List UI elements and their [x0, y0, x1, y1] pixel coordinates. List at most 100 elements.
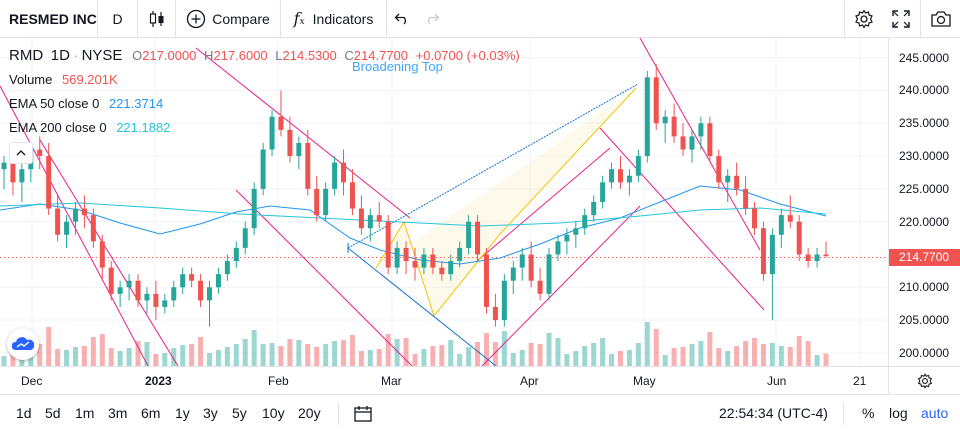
settings-button[interactable]	[844, 0, 883, 38]
volume-bar	[752, 338, 758, 366]
candle-body	[224, 261, 230, 275]
volume-bar	[439, 345, 445, 366]
volume-bar	[278, 346, 284, 366]
high-value: 217.6000	[213, 48, 268, 63]
candle-body	[609, 169, 615, 183]
candle-body	[537, 280, 543, 294]
volume-bar	[367, 350, 373, 366]
fullscreen-button[interactable]	[882, 0, 920, 38]
candle-body	[269, 116, 275, 150]
candle-body	[707, 123, 713, 157]
candle-body	[189, 274, 195, 281]
volume-bar	[725, 351, 731, 366]
goto-date-button[interactable]	[354, 405, 372, 425]
bottom-toolbar: 1d 5d 1m 3m 6m 1y 3y 5y 10y 20y 22:54:34…	[0, 394, 960, 433]
candle-body	[251, 188, 257, 229]
candle-body	[680, 136, 686, 150]
legend-ema200-row[interactable]: EMA 200 close 0 221.1882	[9, 120, 170, 135]
candle-body	[323, 188, 329, 216]
price-tick: 230.0000	[899, 149, 950, 164]
volume-bar	[108, 348, 114, 366]
range-20y[interactable]: 20y	[298, 405, 321, 421]
interval-button[interactable]: D	[98, 0, 138, 38]
candle-body	[555, 241, 561, 255]
range-6m[interactable]: 6m	[141, 405, 161, 421]
volume-bar	[117, 351, 123, 366]
price-axis[interactable]: 245.0000 240.0000 235.0000 230.0000 225.0000…	[888, 38, 960, 366]
candle-body	[421, 254, 427, 268]
range-3y[interactable]: 3y	[203, 405, 218, 421]
time-axis[interactable]: Dec 2023 Feb Mar Apr May Jun 21	[0, 366, 888, 394]
candles	[1, 64, 829, 327]
range-1d[interactable]: 1d	[16, 405, 32, 421]
volume-bar	[466, 347, 472, 366]
trendline-5	[639, 38, 761, 251]
price-chart[interactable]: Broadening Top	[0, 38, 888, 366]
symbol-search[interactable]: RESMED INC	[0, 0, 98, 38]
compare-button[interactable]: Compare	[176, 0, 281, 38]
candle-body	[394, 247, 400, 268]
legend-symbol[interactable]: RMD	[9, 47, 44, 64]
tradingview-logo-button[interactable]	[7, 328, 39, 360]
snapshot-button[interactable]	[920, 0, 960, 38]
current-price-value: 214.7700	[899, 250, 950, 264]
log-toggle[interactable]: log	[889, 405, 908, 421]
range-1m[interactable]: 1m	[75, 405, 95, 421]
range-10y[interactable]: 10y	[262, 405, 285, 421]
ema200-label: EMA 200 close 0	[9, 120, 107, 135]
trendline-1	[39, 139, 179, 366]
trendline-2	[0, 85, 149, 366]
pattern-label: Broadening Top	[352, 59, 443, 74]
trendline-7	[481, 205, 641, 366]
candle-body	[126, 280, 132, 288]
candle-body	[662, 116, 668, 124]
indicators-button[interactable]: 𝑓x Indicators	[281, 0, 387, 38]
candle-body	[752, 208, 758, 229]
percent-toggle[interactable]: %	[862, 405, 875, 421]
candle-body	[341, 162, 347, 183]
range-5y[interactable]: 5y	[232, 405, 247, 421]
high-label: H	[204, 48, 214, 63]
candle-body	[528, 254, 534, 281]
chart-type-button[interactable]	[138, 0, 176, 38]
price-tick: 235.0000	[899, 116, 950, 131]
redo-icon[interactable]	[424, 12, 440, 26]
candle-body	[403, 247, 409, 262]
time-label-dec: Dec	[21, 374, 43, 388]
collapse-legend-button[interactable]	[9, 142, 33, 164]
candle-body	[412, 261, 418, 268]
candle-body	[564, 234, 570, 242]
pattern-lower-line	[347, 247, 497, 366]
volume-bar	[644, 322, 650, 366]
candle-body	[117, 287, 123, 294]
volume-bar	[805, 341, 811, 366]
axis-settings-button[interactable]	[888, 366, 960, 394]
price-tick: 240.0000	[899, 83, 950, 98]
volume-bar	[814, 355, 820, 366]
volume-bar	[376, 349, 382, 366]
trendline-4	[235, 189, 413, 366]
clock[interactable]: 22:54:34 (UTC-4)	[719, 405, 828, 421]
volume-bar	[483, 333, 489, 366]
pattern-upper-line	[347, 83, 639, 249]
candle-body	[430, 254, 436, 268]
candle-body	[349, 182, 355, 209]
volume-bar	[72, 347, 78, 366]
volume-bar	[99, 334, 105, 366]
ema50-value: 221.3714	[108, 96, 164, 111]
candle-body	[501, 280, 507, 321]
legend-volume-row[interactable]: Volume 569.201K	[9, 72, 118, 87]
volume-bar	[198, 337, 204, 366]
undo-icon[interactable]	[394, 12, 410, 26]
auto-toggle[interactable]: auto	[921, 405, 949, 421]
legend-ema50-row[interactable]: EMA 50 close 0 221.3714	[9, 96, 163, 111]
candle-body	[743, 188, 749, 209]
time-label-apr: Apr	[520, 374, 539, 388]
range-1y[interactable]: 1y	[175, 405, 190, 421]
range-5d[interactable]: 5d	[45, 405, 61, 421]
trendline-3	[195, 47, 411, 219]
volume-bar	[305, 344, 311, 366]
range-3m[interactable]: 3m	[108, 405, 128, 421]
candle-body	[180, 274, 186, 288]
low-label: L	[275, 48, 283, 63]
